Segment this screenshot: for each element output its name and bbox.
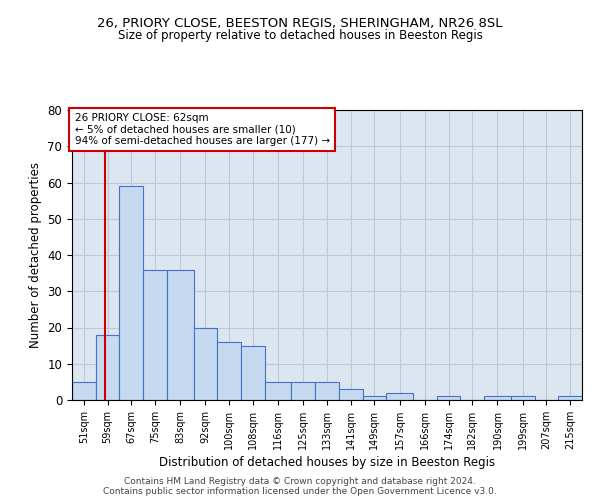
Bar [72,382,96,400]
Bar [265,382,292,400]
Bar [362,396,386,400]
Bar [241,346,265,400]
Bar [167,270,194,400]
X-axis label: Distribution of detached houses by size in Beeston Regis: Distribution of detached houses by size … [159,456,495,469]
Bar [96,335,119,400]
Bar [511,396,535,400]
Bar [315,382,339,400]
Text: Contains HM Land Registry data © Crown copyright and database right 2024.: Contains HM Land Registry data © Crown c… [124,478,476,486]
Bar [119,186,143,400]
Text: Size of property relative to detached houses in Beeston Regis: Size of property relative to detached ho… [118,29,482,42]
Bar [558,396,582,400]
Bar [217,342,241,400]
Text: 26, PRIORY CLOSE, BEESTON REGIS, SHERINGHAM, NR26 8SL: 26, PRIORY CLOSE, BEESTON REGIS, SHERING… [97,18,503,30]
Bar [194,328,217,400]
Bar [143,270,167,400]
Text: Contains public sector information licensed under the Open Government Licence v3: Contains public sector information licen… [103,488,497,496]
Bar [339,389,362,400]
Y-axis label: Number of detached properties: Number of detached properties [29,162,42,348]
Bar [484,396,511,400]
Text: 26 PRIORY CLOSE: 62sqm
← 5% of detached houses are smaller (10)
94% of semi-deta: 26 PRIORY CLOSE: 62sqm ← 5% of detached … [74,113,329,146]
Bar [292,382,315,400]
Bar [437,396,460,400]
Bar [386,393,413,400]
